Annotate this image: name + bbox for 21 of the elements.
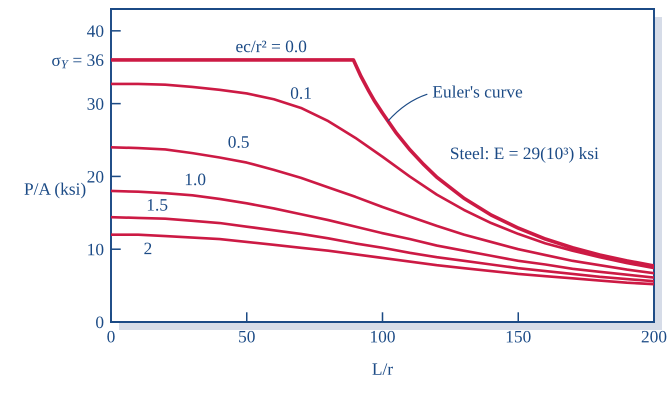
y-tick-label: 10 xyxy=(88,244,104,256)
series-label: 0.1 xyxy=(290,87,311,99)
y-tick-label: σ$_{Y}$ = 36 xyxy=(52,54,104,68)
x-tick-label: 100 xyxy=(371,330,395,343)
series-label: 1.5 xyxy=(148,199,168,211)
series-label: 2 xyxy=(144,242,152,254)
y-axis-title: P/A (ksi) xyxy=(24,182,86,198)
x-tick-label: 0 xyxy=(107,330,115,343)
x-axis-title: L/r xyxy=(372,363,393,375)
series-label: 1.0 xyxy=(186,174,206,186)
y-tick-label: 40 xyxy=(87,25,104,38)
annotation: Euler's curve xyxy=(432,85,522,98)
x-tick-label: 200 xyxy=(642,330,666,343)
y-tick-label: 0 xyxy=(96,316,104,328)
x-tick-label: 150 xyxy=(506,330,531,343)
series-label: 0.5 xyxy=(228,136,249,148)
annotation: Steel: E = 29(10³) ksi xyxy=(450,146,599,163)
y-tick-label: 20 xyxy=(87,170,104,183)
y-tick-label: 30 xyxy=(88,98,104,110)
series-label: ec/r² = 0.0 xyxy=(236,40,306,52)
x-tick-label: 50 xyxy=(239,330,255,343)
